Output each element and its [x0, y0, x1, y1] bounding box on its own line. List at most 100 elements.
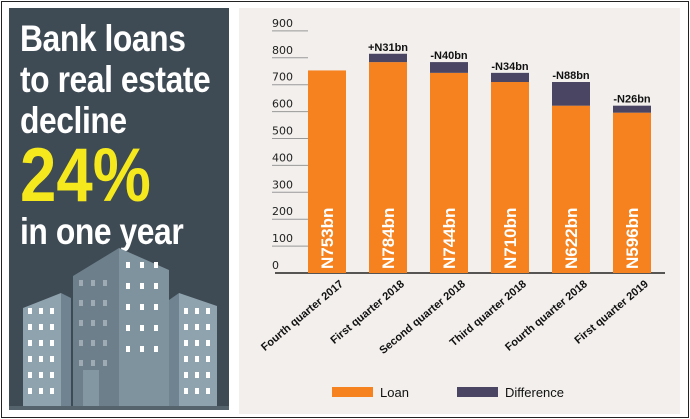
window	[79, 320, 83, 326]
legend-swatch	[332, 387, 373, 397]
y-tick-label: 400	[272, 151, 293, 164]
window	[50, 340, 54, 346]
window	[154, 325, 158, 331]
difference-label: -N26bn	[613, 94, 651, 106]
window	[28, 388, 32, 394]
window	[50, 324, 54, 330]
difference-bar	[613, 105, 651, 113]
window	[28, 308, 32, 314]
difference-bar	[369, 53, 407, 63]
y-tick-label: 200	[272, 205, 293, 218]
window	[79, 280, 83, 286]
window	[206, 372, 210, 378]
window	[103, 320, 107, 326]
window	[79, 300, 83, 306]
window	[103, 280, 107, 286]
difference-label: -N34bn	[491, 61, 529, 73]
bar-value-label: N744bn	[440, 208, 459, 269]
difference-label: -N40bn	[430, 50, 468, 62]
legend-label: Loan	[380, 385, 409, 400]
y-tick-label: 900	[272, 17, 293, 30]
window	[195, 340, 199, 346]
window	[206, 388, 210, 394]
window	[154, 262, 158, 268]
window	[103, 360, 107, 366]
difference-bar	[552, 82, 590, 106]
window	[39, 340, 43, 346]
bar-value-label: N710bn	[501, 208, 520, 269]
chart-panel: 0 100 200 300 400 500 600 700 800 900 N753bn Fourth…	[239, 8, 680, 414]
window	[195, 388, 199, 394]
window	[126, 283, 130, 289]
window	[184, 308, 188, 314]
headline: Bank loans to real estate decline 24% in…	[20, 18, 211, 252]
window	[50, 388, 54, 394]
window	[140, 304, 144, 310]
difference-bar	[430, 62, 468, 73]
bar-value-label: N622bn	[562, 208, 581, 269]
window	[206, 324, 210, 330]
window	[140, 283, 144, 289]
window	[126, 325, 130, 331]
window	[126, 346, 130, 352]
loan-bar	[430, 72, 468, 273]
y-tick-label: 300	[272, 178, 293, 191]
difference-label: +N31bn	[368, 42, 408, 54]
window	[28, 340, 32, 346]
window	[50, 372, 54, 378]
window	[91, 320, 95, 326]
window	[206, 340, 210, 346]
window	[50, 308, 54, 314]
headline-line-1: Bank loans	[20, 18, 186, 59]
bar-value-label: N784bn	[379, 208, 398, 269]
window	[206, 356, 210, 362]
window	[103, 300, 107, 306]
window	[91, 280, 95, 286]
window	[39, 372, 43, 378]
window	[39, 324, 43, 330]
window	[91, 340, 95, 346]
loan-bar	[308, 70, 346, 274]
window	[91, 300, 95, 306]
window	[184, 324, 188, 330]
window	[79, 360, 83, 366]
window	[154, 283, 158, 289]
loan-bar	[613, 112, 651, 274]
difference-label: -N88bn	[552, 70, 590, 82]
window	[195, 308, 199, 314]
bar-value-label: N753bn	[318, 208, 337, 269]
headline-panel: Bank loans to real estate decline 24% in…	[9, 8, 229, 410]
window	[39, 308, 43, 314]
window	[184, 356, 188, 362]
window	[195, 356, 199, 362]
window	[154, 346, 158, 352]
difference-bar	[491, 72, 529, 83]
bar-value-label: N596bn	[623, 208, 642, 269]
legend-label: Difference	[505, 385, 564, 400]
headline-percent: 24%	[20, 133, 151, 218]
window	[195, 324, 199, 330]
headline-line-4: in one year	[20, 211, 184, 252]
window	[195, 372, 199, 378]
window	[126, 304, 130, 310]
window	[126, 262, 130, 268]
buildings-illustration	[9, 248, 229, 410]
window	[91, 360, 95, 366]
loan-bar	[369, 62, 407, 273]
window	[140, 325, 144, 331]
headline-line-2: to real estate	[20, 59, 211, 100]
window	[28, 372, 32, 378]
y-tick-label: 0	[272, 259, 279, 272]
window	[184, 340, 188, 346]
window	[184, 388, 188, 394]
legend-swatch	[457, 387, 498, 397]
window	[28, 324, 32, 330]
bar-chart: 0100200300400500600700800900N753bnFourth…	[259, 17, 665, 400]
y-tick-label: 700	[272, 71, 293, 84]
y-tick-label: 800	[272, 44, 293, 57]
window	[28, 356, 32, 362]
window	[140, 346, 144, 352]
y-tick-label: 500	[272, 125, 293, 138]
y-tick-label: 100	[272, 232, 293, 245]
